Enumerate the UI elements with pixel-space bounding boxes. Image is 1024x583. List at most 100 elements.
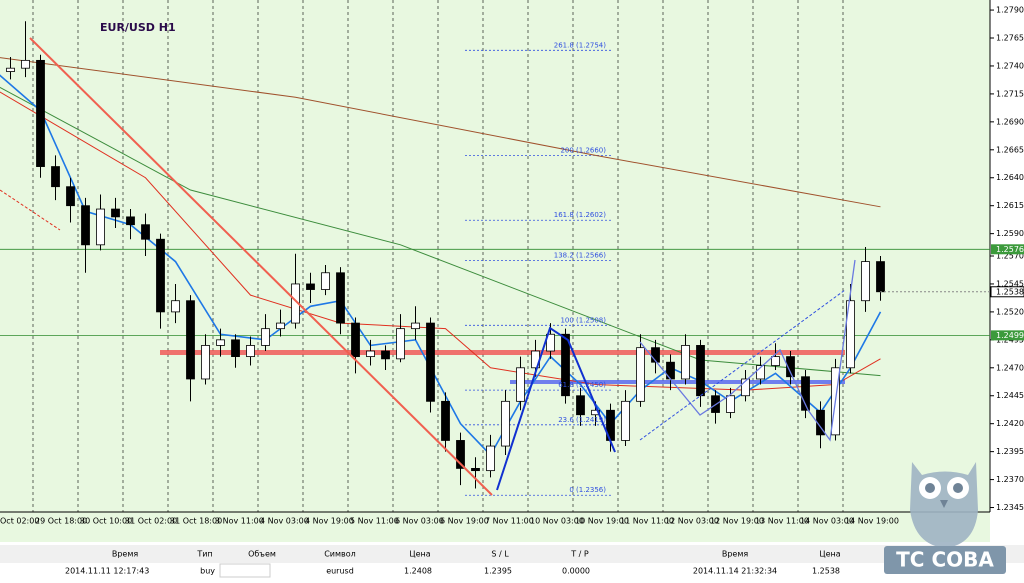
table-header: S / L: [491, 550, 509, 559]
candle-body: [861, 261, 870, 302]
table-cell: 2014.11.11 12:17:43: [65, 567, 149, 576]
table-header: Тип: [196, 550, 212, 559]
candle-body: [771, 356, 780, 366]
fib-label: 138.2 (1.2566): [554, 251, 606, 259]
fib-label: 261.8 (1.2754): [554, 41, 606, 49]
candle-body: [846, 300, 855, 369]
x-tick-label: 6 Nov 19:00: [440, 517, 489, 526]
x-tick-label: 14 Nov 03:00: [800, 517, 854, 526]
candle-body: [756, 365, 765, 380]
table-row-bg: [0, 563, 1024, 579]
table-header: Время: [112, 550, 139, 559]
x-tick-label: Oct 02:00: [0, 517, 39, 526]
x-tick-label: 12 Nov 03:00: [665, 517, 719, 526]
candle-body: [231, 339, 240, 358]
y-tick-label: 1.2445: [996, 391, 1024, 400]
candle-body: [36, 59, 45, 167]
y-tick-label: 1.2395: [996, 447, 1024, 456]
candle-body: [336, 272, 345, 324]
y-tick-label: 1.2420: [996, 419, 1024, 428]
wave: [639, 259, 856, 442]
support-zone: [160, 350, 845, 355]
volume-cell: [219, 563, 271, 578]
candle-body: [786, 356, 795, 378]
x-tick-label: 3 Nov 11:00: [215, 517, 264, 526]
x-tick-label: 29 Oct 18:00: [35, 517, 87, 526]
candle-body: [561, 333, 570, 397]
x-tick-label: 13 Nov 11:00: [755, 517, 809, 526]
y-tick-label: 1.2615: [996, 201, 1024, 210]
candle-body: [576, 395, 585, 416]
candle-body: [246, 345, 255, 358]
price-label: 1.2499: [996, 331, 1024, 340]
y-tick-label: 1.2345: [996, 503, 1024, 512]
fib-label: 100 (1.2508): [560, 316, 606, 324]
table-header: Цена: [819, 550, 840, 559]
candle-body: [801, 376, 810, 411]
candle-body: [321, 272, 330, 290]
price-label: 1.2576: [996, 245, 1024, 254]
table-header: Цена: [409, 550, 430, 559]
candle-body: [111, 208, 120, 218]
y-tick-label: 1.2790: [996, 6, 1024, 15]
candle-body: [726, 395, 735, 413]
moving-average: [0, 86, 881, 377]
y-tick-label: 1.2470: [996, 363, 1024, 372]
x-tick-label: 31 Oct 18:00: [170, 517, 222, 526]
bid-label-bg: [990, 286, 1024, 298]
table-cell: 2014.11.14 21:32:34: [693, 567, 777, 576]
x-tick-label: 30 Oct 10:00: [80, 517, 132, 526]
candle-body: [201, 345, 210, 380]
price-label-bg: [991, 244, 1024, 255]
price-axis-bg: [990, 0, 1024, 542]
candle-body: [141, 224, 150, 240]
y-tick-label: 1.2590: [996, 229, 1024, 238]
candle-body: [651, 347, 660, 363]
candle-body: [21, 59, 30, 69]
table-cell: buy: [200, 567, 215, 576]
fib-label: 23.6 (1.2419): [558, 416, 606, 424]
candle-body: [216, 339, 225, 346]
candle-body: [471, 468, 480, 472]
trend-line: [639, 289, 846, 441]
candle-body: [516, 367, 525, 402]
candle-body: [81, 205, 90, 246]
y-tick-label: 1.2690: [996, 117, 1024, 126]
candle-body: [441, 400, 450, 441]
x-tick-label: 31 Oct 02:00: [125, 517, 177, 526]
candle-body: [501, 400, 510, 447]
table-cell: 0.0000: [562, 567, 590, 576]
table-header: Символ: [324, 550, 356, 559]
table-header: T / P: [570, 550, 589, 559]
candle-body: [876, 261, 885, 293]
candle-body: [6, 67, 15, 72]
y-tick-label: 1.2570: [996, 252, 1024, 261]
y-tick-label: 1.2715: [996, 89, 1024, 98]
table-cell: 1.2408: [404, 567, 432, 576]
table-header: Время: [722, 550, 749, 559]
candle-body: [351, 322, 360, 358]
y-tick-label: 1.2765: [996, 34, 1024, 43]
x-tick-label: 12 Nov 19:00: [710, 517, 764, 526]
candle-body: [396, 328, 405, 360]
fib-label: 161.8 (1.2602): [554, 211, 606, 219]
table-cell: 1.2538: [812, 567, 840, 576]
bid-label: 1.2538: [996, 287, 1024, 296]
support-zone: [510, 380, 845, 384]
candle-body: [51, 166, 60, 188]
y-tick-label: 1.2740: [996, 61, 1024, 70]
x-tick-label: 6 Nov 03:00: [395, 517, 444, 526]
trend-line: [0, 189, 61, 231]
candle-body: [276, 322, 285, 330]
x-tick-label: 11 Nov 11:00: [620, 517, 674, 526]
candle-body: [741, 378, 750, 397]
logo-text: ТС СОВА: [896, 548, 994, 572]
y-tick-label: 1.2520: [996, 307, 1024, 316]
candle-body: [381, 350, 390, 360]
x-tick-label: 10 Nov 03:00: [530, 517, 584, 526]
candle-body: [66, 186, 75, 207]
table-header: Объем: [248, 550, 276, 559]
candle-body: [486, 445, 495, 472]
y-tick-label: 1.2545: [996, 279, 1024, 288]
